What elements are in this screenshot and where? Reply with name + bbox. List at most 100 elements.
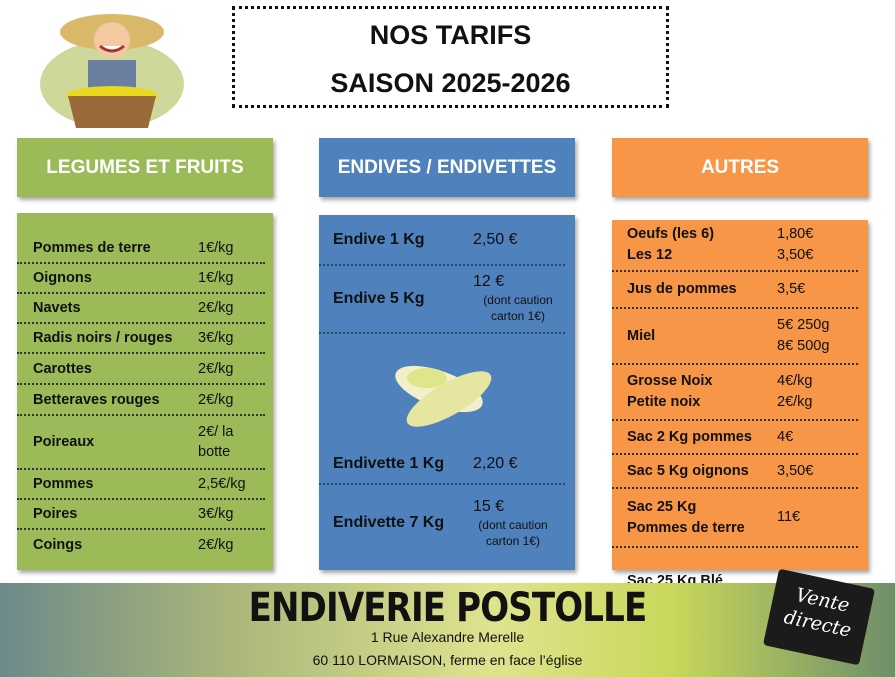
list-item: Sac 2 Kg pommes 4€: [612, 421, 858, 455]
price-line2: 2€/kg: [777, 394, 813, 410]
price-note: (dont caution carton 1€): [483, 293, 553, 323]
list-item: Miel 5€ 250g 8€ 500g: [612, 309, 858, 365]
list-item: Endive 5 Kg 12 € (dont caution carton 1€): [319, 266, 565, 334]
list-item: Betteraves rouges 2€/kg: [17, 385, 265, 416]
list-item: Endive 1 Kg 2,50 €: [319, 215, 565, 266]
item-price: 4€: [777, 427, 793, 448]
price-value: 12 €: [473, 273, 505, 290]
item-name-line: Sac 2 Kg pommes: [627, 428, 752, 445]
item-name: Carottes: [33, 360, 92, 377]
list-item: Sac 5 Kg oignons 3,50€: [612, 455, 858, 489]
item-name-line: Miel: [627, 327, 656, 344]
item-name: Navets: [33, 300, 81, 316]
item-name-line: Grosse Noix: [627, 373, 713, 389]
item-name: Sac 25 Kg Pommes de terre: [627, 497, 745, 539]
list-item: Pommes 2,5€/kg: [17, 470, 265, 500]
address-line1: 1 Rue Alexandre Merelle: [370, 629, 525, 645]
item-name: Coings: [33, 537, 83, 553]
item-price: 15 € (dont caution carton 1€): [473, 497, 553, 549]
item-price: 2€/kg: [198, 360, 234, 377]
item-name: Pommes: [33, 476, 94, 492]
price-value: 15 €: [473, 498, 505, 515]
title-line1: NOS TARIFS: [369, 20, 532, 50]
list-item: Radis noirs / rouges 3€/kg: [17, 324, 265, 354]
item-name: Poireaux: [33, 434, 95, 450]
item-name-line2: Les 12: [627, 247, 673, 263]
item-price: 2,20 €: [473, 455, 518, 472]
item-name-line: Sac 25 Kg: [627, 498, 697, 515]
list-item: Oeufs (les 6) Les 12 1,80€ 3,50€: [612, 220, 858, 272]
item-name: Miel: [627, 326, 655, 347]
list-item: Sac 25 Kg Pommes de terre 11€: [612, 489, 858, 548]
list-item: Poireaux 2€/ la botte: [17, 416, 265, 470]
item-name: Sac 2 Kg pommes: [627, 427, 752, 448]
item-name: Endivette 1 Kg: [333, 455, 445, 472]
item-price: 5€ 250g 8€ 500g: [777, 315, 829, 357]
header-legumes: LEGUMES ET FRUITS: [17, 138, 273, 197]
price-line2: 3,50€: [777, 247, 814, 263]
endive-image: [319, 334, 565, 445]
legumes-list: Pommes de terre 1€/kg Oignons 1€/kg Navets 2€…: [17, 213, 273, 570]
item-name: Sac 5 Kg oignons: [627, 461, 749, 482]
farmer-illustration: [40, 14, 184, 128]
list-item: Poires 3€/kg: [17, 500, 265, 530]
list-item: Endivette 7 Kg 15 € (dont caution carton 1…: [319, 485, 565, 561]
endives-list: Endive 1 Kg 2,50 € Endive 5 Kg 12 € (dont c…: [319, 215, 575, 570]
list-item: Pommes de terre 1€/kg: [17, 233, 265, 264]
item-price: 3€/kg: [198, 506, 234, 522]
list-item: Grosse Noix Petite noix 4€/kg 2€/kg: [612, 365, 858, 421]
item-price: 3€/kg: [198, 330, 234, 346]
price-line: 4€: [777, 428, 794, 445]
item-price: 3,5€: [777, 279, 805, 300]
item-name: Jus de pommes: [627, 279, 737, 300]
item-name-line: Sac 5 Kg oignons: [627, 462, 749, 479]
item-name: Poires: [33, 506, 78, 522]
item-name: Grosse Noix Petite noix: [627, 371, 712, 413]
price-line: 4€/kg: [777, 373, 813, 389]
list-item: Jus de pommes 3,5€: [612, 272, 858, 309]
item-price: 4€/kg 2€/kg: [777, 371, 812, 413]
title-line2: SAISON 2025-2026: [330, 68, 571, 98]
price-line: 11€: [777, 509, 801, 525]
list-item: Endivette 1 Kg 2,20 €: [319, 445, 565, 485]
item-name: Oignons: [33, 270, 92, 286]
item-price: 2,50 €: [473, 230, 518, 248]
item-name-line2: Pommes de terre: [627, 519, 745, 536]
autres-list: Oeufs (les 6) Les 12 1,80€ 3,50€ Jus de pomm…: [612, 220, 868, 589]
item-name-line: Oeufs (les 6): [627, 226, 715, 242]
item-price: 1€/kg: [198, 270, 234, 286]
price-line2: 8€ 500g: [777, 338, 830, 354]
item-name: Endive 1 Kg: [333, 230, 425, 248]
price-note: (dont caution carton 1€): [478, 518, 548, 548]
business-name: ENDIVERIE POSTOLLE: [248, 585, 648, 631]
item-price: 1€/kg: [198, 239, 234, 256]
price-line: 3,5€: [777, 281, 806, 297]
address-line2: 60 110 LORMAISON, ferme en face l’église: [312, 652, 583, 668]
item-name: Radis noirs / rouges: [33, 330, 173, 346]
item-price: 2,5€/kg: [198, 476, 246, 492]
item-name: Endive 5 Kg: [333, 290, 425, 307]
item-price: 1,80€ 3,50€: [777, 224, 813, 266]
item-name: Endivette 7 Kg: [333, 514, 445, 531]
item-price: 2€/kg: [198, 391, 234, 408]
footer-banner: ENDIVERIE POSTOLLE 1 Rue Alexandre Merel…: [0, 583, 895, 677]
list-item: Navets 2€/kg: [17, 294, 265, 324]
price-line: 3,50€: [777, 462, 814, 479]
item-price: 12 € (dont caution carton 1€): [473, 272, 563, 324]
title-box: NOS TARIFS SAISON 2025-2026: [232, 6, 669, 108]
item-price: 2€/kg: [198, 300, 234, 316]
price-line: 5€ 250g: [777, 317, 830, 333]
item-name-line: Jus de pommes: [627, 281, 737, 297]
item-price: 3,50€: [777, 461, 813, 482]
item-name: Pommes de terre: [33, 239, 151, 256]
item-name: Betteraves rouges: [33, 391, 160, 408]
header-endives: ENDIVES / ENDIVETTES: [319, 138, 575, 197]
item-price: 11€: [777, 507, 800, 528]
list-item: Carottes 2€/kg: [17, 354, 265, 385]
list-item: Oignons 1€/kg: [17, 264, 265, 294]
price-line: 1,80€: [777, 226, 814, 242]
item-name: Oeufs (les 6) Les 12: [627, 224, 714, 266]
list-item: Coings 2€/kg: [17, 530, 265, 560]
header-autres: AUTRES: [612, 138, 868, 197]
item-name-line2: Petite noix: [627, 394, 701, 410]
